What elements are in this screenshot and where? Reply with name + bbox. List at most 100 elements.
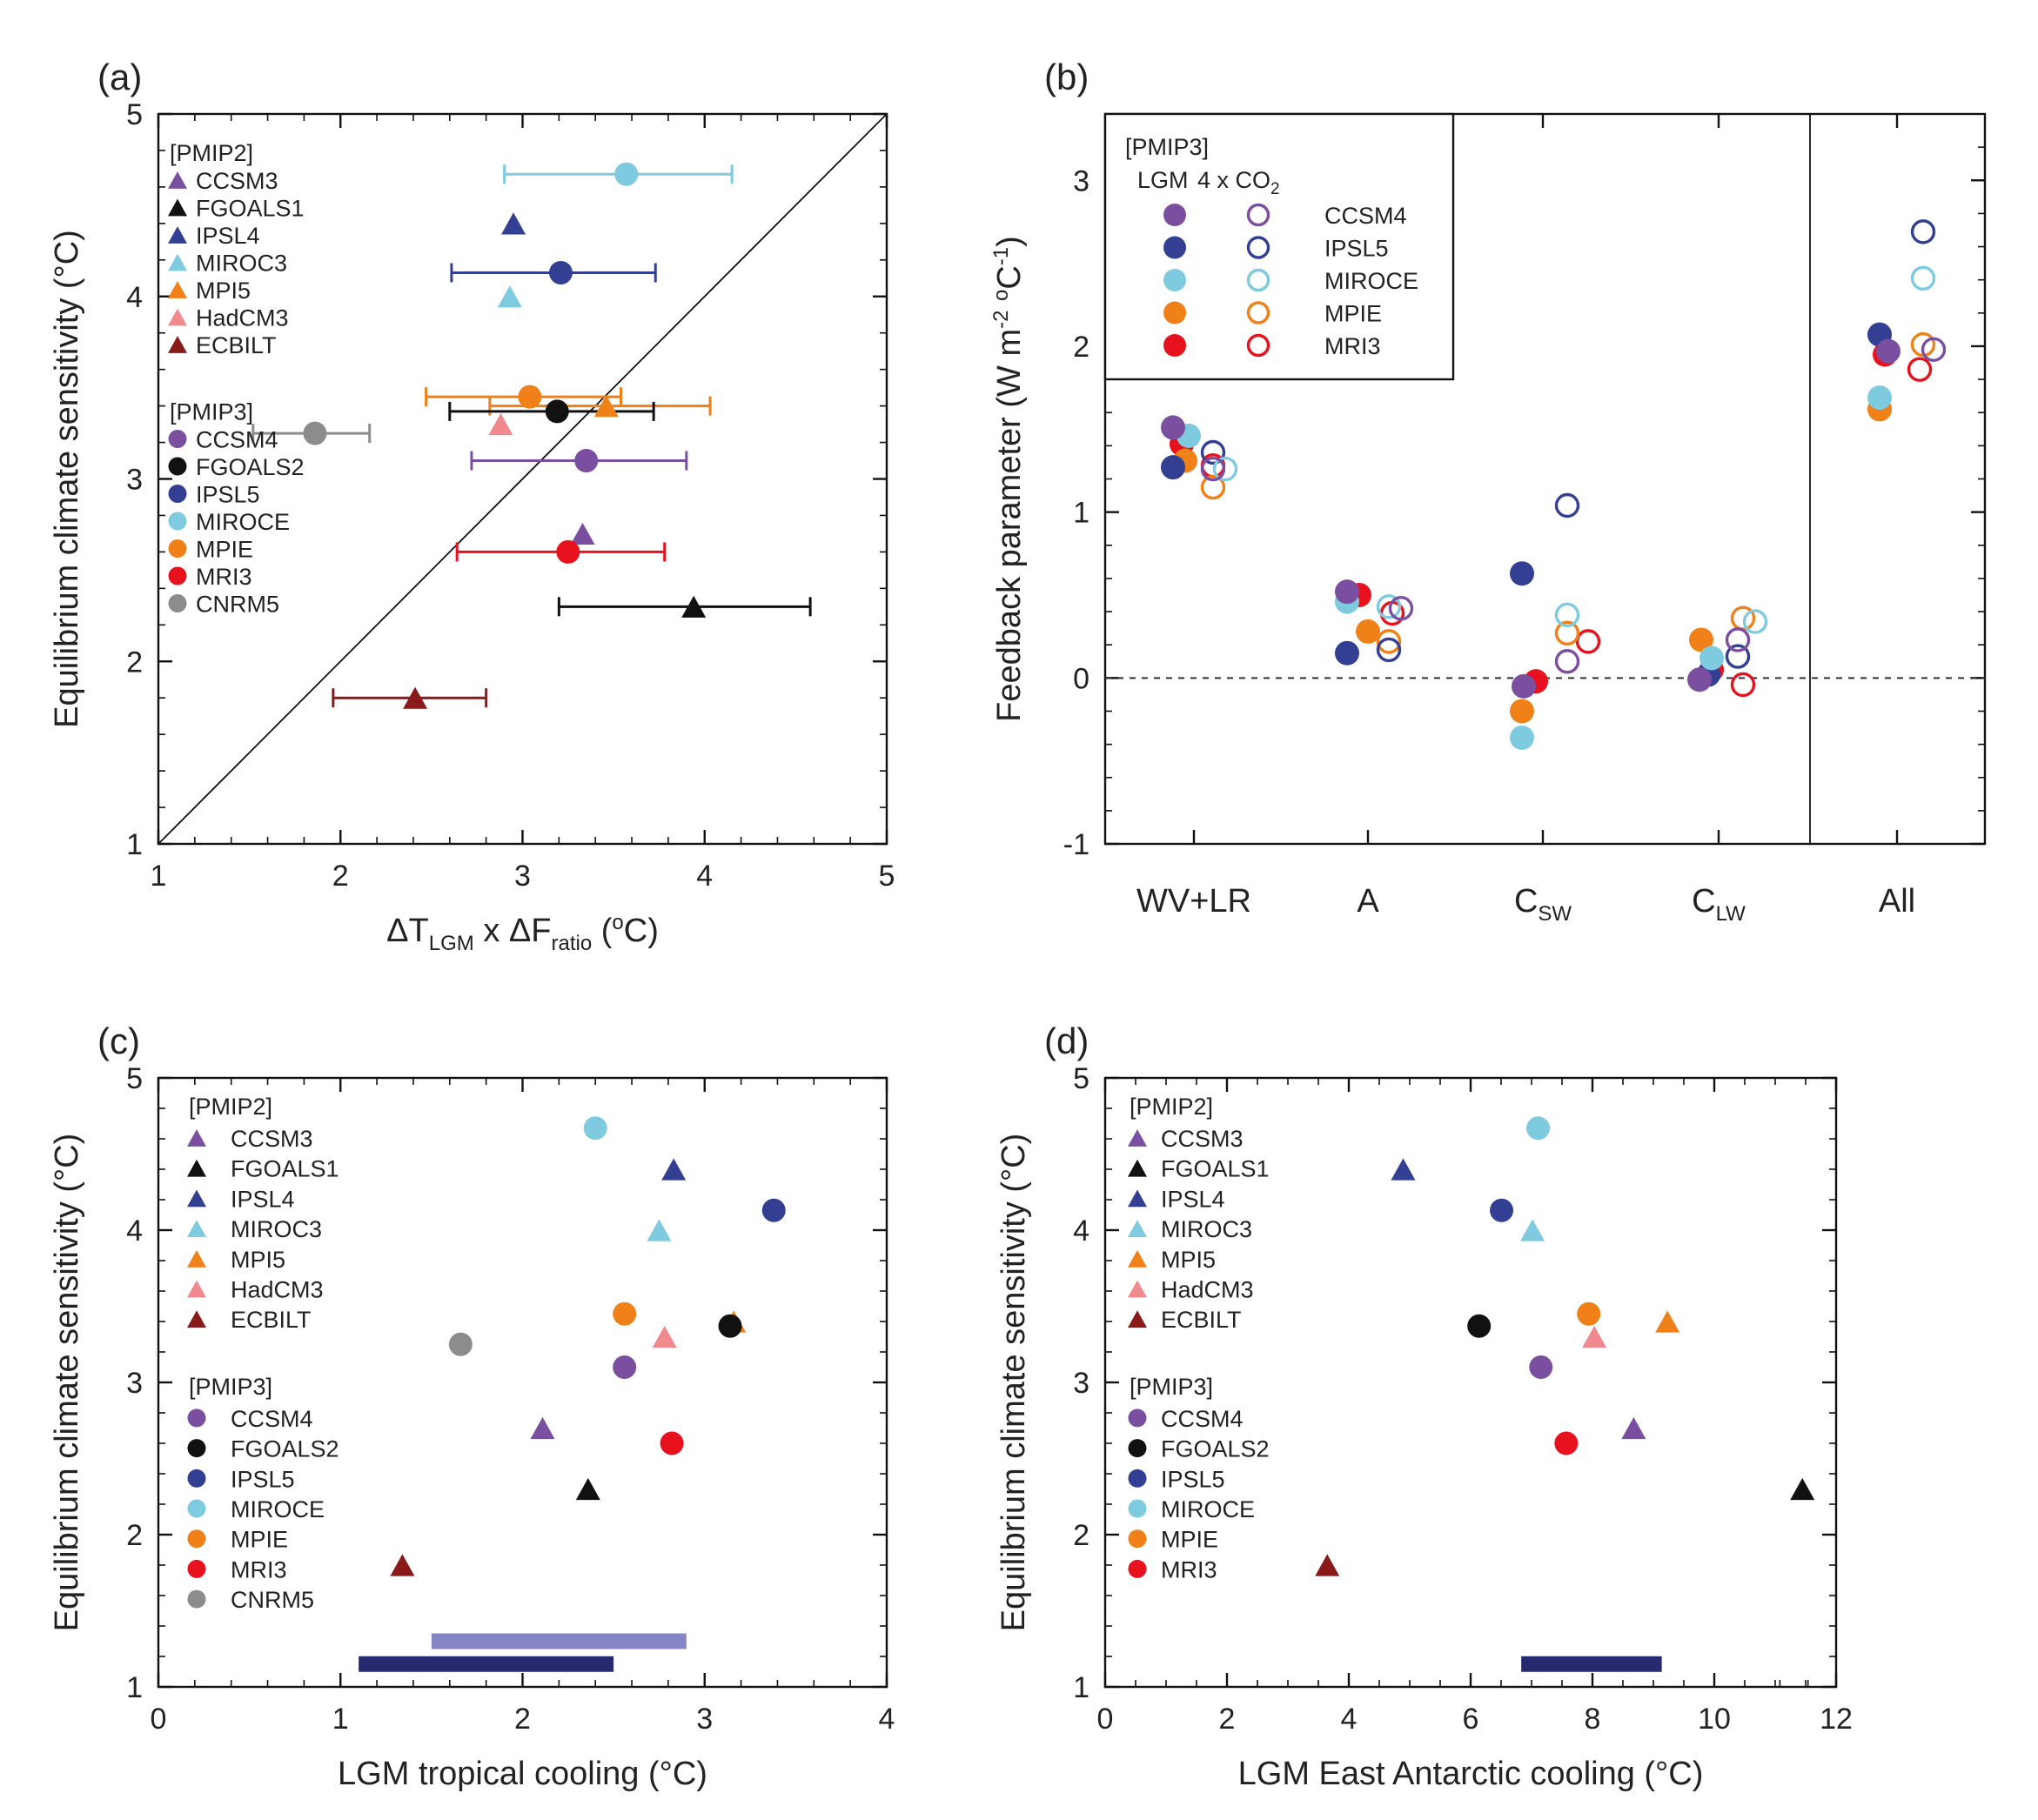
x-tick-label: 4 [879,1703,895,1736]
legend-label: MPIE [231,1527,288,1553]
legend-label: MIROC3 [231,1216,322,1242]
x-tick-label: 0 [1097,1703,1114,1736]
legend-marker [1128,1220,1147,1237]
legend-marker-4xco2 [1246,301,1270,325]
legend-marker-lgm [1163,204,1186,226]
data-point-ccsm-circle [613,1355,637,1379]
feedback-4xco2-ccsm [1200,456,1226,482]
legend-label: HadCM3 [1161,1277,1254,1303]
data-point-mpi-circle [1577,1301,1601,1326]
data-point-mri3-circle [556,539,580,564]
proxy-range-bar [1521,1656,1662,1672]
x-axis-title: LGM tropical cooling (°C) [338,1756,707,1792]
legend-marker [1128,1499,1147,1518]
x-axis-title-part: LGM [429,932,474,955]
legend-label: FGOALS1 [196,196,305,222]
legend-marker-lgm [1163,269,1186,291]
legend-label: MPI5 [1161,1247,1216,1273]
legend-marker [168,430,187,448]
legend-marker [187,1439,206,1458]
y-tick-label: -1 [1063,828,1089,861]
legend-label: ECBILT [231,1307,312,1333]
legend-marker [1128,1559,1147,1578]
legend-label: MIROCE [1324,268,1418,294]
feedback-lgm-ipsl [1335,640,1359,666]
legend-label: CCSM3 [231,1126,313,1152]
feedback-4xco2-miroc [1212,456,1238,482]
legend-col-4xco2-sub: 2 [1270,180,1280,198]
x-axis-title-part: ratio [551,932,592,955]
y-tick-label: 2 [126,646,143,679]
legend-label: MIROCE [1161,1496,1255,1522]
feedback-4xco2-ccsm [1725,627,1751,652]
proxy-range-bar [431,1633,687,1649]
y-tick-label: 1 [1073,497,1089,530]
category-label: A [1357,883,1379,920]
legend-label: IPSL5 [231,1466,295,1492]
legend-label: MRI3 [1324,333,1381,359]
legend-label: CNRM5 [196,592,279,618]
legend-label: MPI5 [196,278,251,304]
feedback-lgm-miroc [1510,725,1534,750]
category-label-main: A [1357,883,1379,920]
data-point-hadcm3-triangle [652,1325,677,1348]
data-point-fgoals-circle [718,1314,742,1338]
feedback-4xco2-mpi [1200,474,1226,500]
feedback-4xco2-mpi [1376,629,1402,654]
legend-label: HadCM3 [196,305,289,331]
data-point-miroc-triangle [647,1219,672,1241]
category-label-main: WV+LR [1136,883,1251,920]
x-axis-title-part: o [612,911,623,934]
legend-label: CCSM4 [231,1406,313,1432]
feedback-4xco2-ipsl [1725,644,1751,669]
x-axis-title: ΔTLGM x ΔFratio (oC) [386,911,659,955]
data-point-fgoals-circle [1467,1314,1492,1338]
legend-label: MRI3 [196,564,252,590]
legend-label: MIROCE [231,1496,325,1522]
data-point-ccsm-triangle [570,522,595,545]
feedback-4xco2-ccsm [1554,649,1580,674]
feedback-4xco2-miroc [1742,609,1768,634]
y-tick-label: 1 [126,828,143,861]
legend-label: FGOALS2 [1161,1436,1270,1462]
legend-marker [168,485,187,503]
feedback-4xco2-mri3 [1907,357,1933,382]
legend-marker [168,566,187,585]
legend-marker [168,281,187,298]
y-tick-label: 3 [126,464,143,497]
feedback-lgm-miroc [1699,646,1724,671]
x-tick-label: 4 [696,860,713,893]
legend-label: MRI3 [231,1556,287,1582]
y-tick-label: 3 [126,1367,143,1400]
category-label-main: C [1692,883,1715,920]
data-point-miroc-triangle [1520,1219,1545,1241]
feedback-4xco2-mri3 [1730,672,1756,698]
legend-marker [168,512,187,531]
feedback-4xco2-ipsl [1200,439,1226,465]
y-tick-label: 0 [1073,662,1089,695]
legend-label: IPSL4 [231,1186,295,1212]
y-axis-title-part: o [989,290,1013,301]
legend-marker [1128,1469,1147,1488]
legend-label: ECBILT [196,332,277,358]
feedback-lgm-ccsm [1687,667,1712,693]
x-tick-label: 0 [151,1703,167,1736]
legend-marker [168,226,187,244]
legend-marker [187,1559,206,1578]
legend-label: IPSL4 [1161,1186,1225,1212]
feedback-4xco2-mpi [1554,620,1580,646]
category-label-main: C [1514,883,1538,920]
feedback-4xco2-mri3 [1575,629,1601,654]
feedback-4xco2-ccsm [1921,337,1947,362]
feedback-4xco2-ipsl [1554,492,1580,519]
feedback-lgm-mpi [1356,619,1380,644]
category-label-sub: LW [1716,902,1746,926]
legend-marker [1128,1439,1147,1458]
legend-label: CCSM4 [196,427,278,453]
data-point-mpi-triangle [1655,1310,1680,1333]
data-point-miroc-triangle [497,285,522,308]
legend-label: ECBILT [1161,1307,1242,1333]
